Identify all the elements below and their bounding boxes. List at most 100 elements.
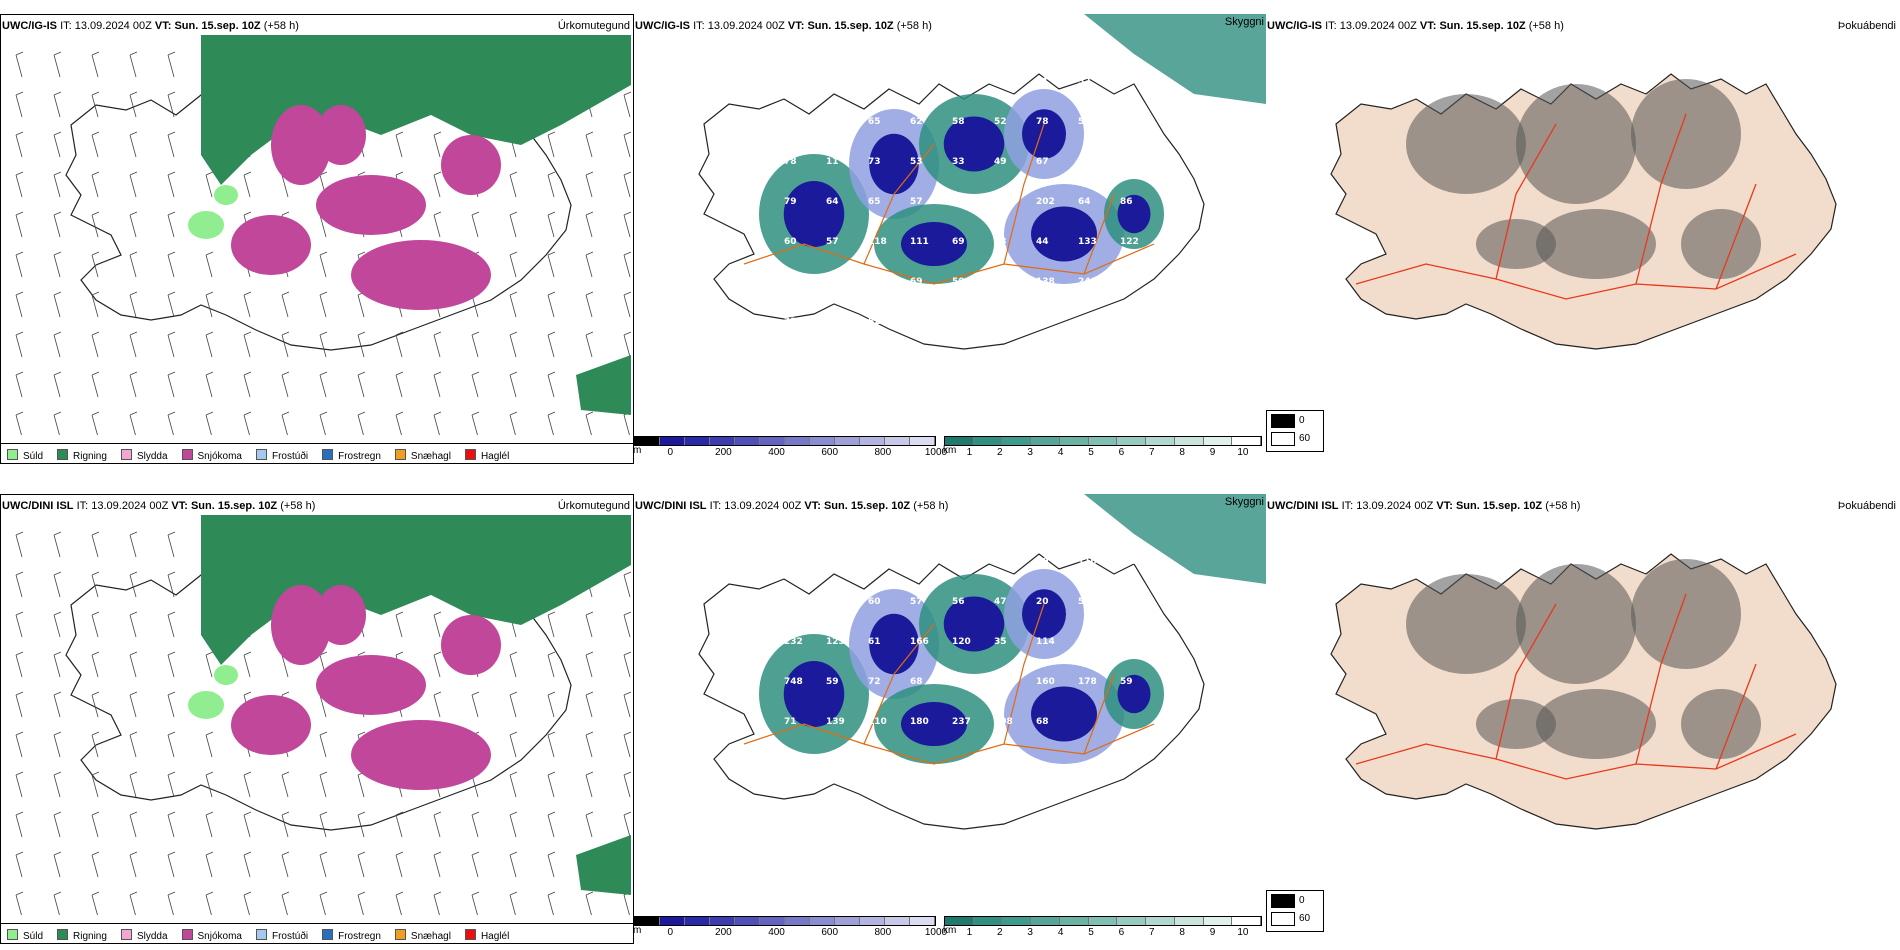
- wind-barb-icon: [623, 571, 632, 598]
- wind-barb-icon: [433, 211, 442, 238]
- colorbar-cell: [1174, 917, 1204, 925]
- wind-barb-icon: [15, 531, 24, 558]
- colorbar-cell: [1174, 437, 1204, 445]
- wind-barb-icon: [205, 771, 214, 798]
- wind-barb-icon: [129, 331, 138, 358]
- wind-barb-icon: [547, 771, 556, 798]
- wind-barb-icon: [91, 571, 100, 598]
- colorbar-cell: [710, 917, 735, 925]
- low-visibility-area: [1084, 14, 1266, 104]
- colorbar-tick-label: 400: [768, 447, 785, 458]
- wind-barb-icon: [129, 651, 138, 678]
- wind-barb-icon: [15, 91, 24, 118]
- colorbar-cell: [635, 437, 660, 445]
- cloud-base-value-label: 105: [784, 557, 803, 567]
- precip-legend: Súld Rigning Slydda Snjókoma Frostúði Frostre…: [1, 443, 633, 463]
- panel-name-cloud-top: Skyggni: [1224, 16, 1264, 28]
- panel-title-cloud-top: UWC/IG-IS IT: 13.09.2024 00Z VT: Sun. 15…: [635, 20, 932, 32]
- legend-label: Snjókoma: [197, 931, 242, 942]
- wind-barb-icon: [471, 371, 480, 398]
- drizzle-area: [188, 211, 224, 239]
- wind-barb-icon: [129, 811, 138, 838]
- snow-area: [316, 585, 366, 645]
- legend-swatch: [120, 449, 132, 460]
- colorbar-cell: [885, 917, 910, 925]
- legend-item: Frostregn: [322, 929, 381, 942]
- wind-barb-icon: [167, 131, 176, 158]
- panel-name-precip-top: Úrkomutegund: [557, 20, 630, 32]
- fog-area: [1516, 564, 1636, 684]
- colorbar-cell: [945, 917, 974, 925]
- wind-barb-icon: [623, 731, 632, 758]
- low-cloud-core: [901, 702, 967, 746]
- colorbar-cell: [860, 917, 885, 925]
- cloud-base-value-label: 53: [994, 197, 1007, 207]
- wind-barb-icon: [471, 331, 480, 358]
- legend-swatch: [255, 449, 267, 460]
- cloud-base-colorbar-bottom: 0 200 400 600 800 1000 m: [633, 916, 947, 938]
- cloud-base-value-label: 82: [868, 317, 881, 327]
- low-cloud-core: [901, 222, 967, 266]
- legend-item: Haglél: [464, 929, 509, 942]
- wind-barb-icon: [243, 771, 252, 798]
- legend-item: Frostregn: [322, 449, 381, 462]
- fog-legend-label: 0: [1299, 415, 1305, 426]
- wind-barb-icon: [205, 651, 214, 678]
- wind-barb-icon: [433, 331, 442, 358]
- wind-barb-icon: [91, 771, 100, 798]
- wind-barb-icon: [243, 411, 252, 435]
- legend-label: Súld: [23, 451, 44, 462]
- legend-item: Snjókoma: [181, 929, 242, 942]
- wind-barb-icon: [129, 131, 138, 158]
- wind-barb-icon: [205, 891, 214, 915]
- cloud-base-value-label: 73: [868, 157, 881, 167]
- legend-swatch: [120, 929, 132, 940]
- wind-barb-icon: [167, 891, 176, 915]
- panel-title-precip-top: UWC/IG-IS IT: 13.09.2024 00Z VT: Sun. 15…: [2, 20, 299, 32]
- wind-barb-icon: [243, 171, 252, 198]
- wind-barb-icon: [205, 331, 214, 358]
- colorbar-cell: [685, 917, 710, 925]
- colorbar-cell: [635, 917, 660, 925]
- wind-barb-icon: [585, 171, 594, 198]
- drizzle-area: [188, 691, 224, 719]
- wind-barb-icon: [53, 571, 62, 598]
- wind-barb-icon: [243, 371, 252, 398]
- legend-swatch: [394, 449, 406, 460]
- wind-barb-icon: [15, 891, 24, 915]
- legend-swatch: [322, 929, 334, 940]
- colorbar-cell: [810, 437, 835, 445]
- colorbar-cell: [760, 917, 785, 925]
- wind-barb-icon: [547, 131, 556, 158]
- fog-legend-swatch: [1271, 912, 1295, 926]
- colorbar-cell: [785, 437, 810, 445]
- fog-area: [1681, 689, 1761, 759]
- legend-label: Snæhagl: [410, 451, 451, 462]
- wind-barb-icon: [623, 771, 632, 798]
- colorbar-cell: [1031, 917, 1060, 925]
- rain-area: [576, 835, 631, 895]
- fog-legend-row: 60: [1267, 912, 1323, 928]
- wind-barb-icon: [623, 171, 632, 198]
- wind-barb-icon: [623, 251, 632, 278]
- legend-item: Slydda: [120, 449, 168, 462]
- colorbar-tick-label: 5: [1088, 927, 1094, 938]
- wind-barb-icon: [395, 811, 404, 838]
- legend-item: Slydda: [120, 929, 168, 942]
- wind-barb-icon: [129, 51, 138, 78]
- fog-area: [1406, 94, 1526, 194]
- iceland-fog-map: [1330, 553, 1837, 830]
- low-cloud-core: [783, 661, 845, 727]
- colorbar-cells: [944, 916, 1262, 926]
- cloud-base-value-label: 66: [952, 197, 965, 207]
- legend-label: Snjókoma: [197, 451, 242, 462]
- colorbar-tick-label: 1000: [924, 447, 948, 458]
- wind-barb-icon: [357, 331, 366, 358]
- wind-barb-icon: [53, 691, 62, 718]
- wind-barb-icon: [129, 571, 138, 598]
- cloud-base-value-label: 47: [994, 597, 1007, 607]
- cloud-base-value-label: 158: [952, 77, 971, 87]
- wind-barb-icon: [167, 251, 176, 278]
- wind-barb-icon: [319, 371, 328, 398]
- wind-barb-icon: [281, 811, 290, 838]
